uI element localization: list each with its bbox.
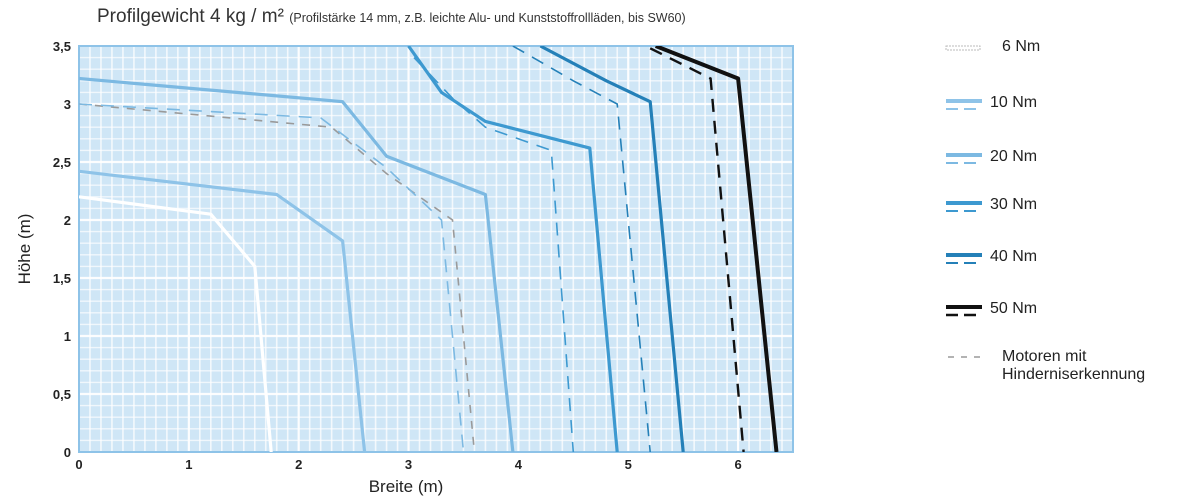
legend-label-50nm: 50 Nm (990, 300, 1038, 317)
y-tick-label: 2 (64, 213, 71, 228)
legend-label-6nm: 6 Nm (1002, 38, 1041, 55)
plot-area (79, 46, 793, 452)
y-tick-label: 3 (64, 97, 71, 112)
legend-item-10nm: 10 Nm (944, 94, 1180, 134)
x-tick-label: 1 (185, 457, 192, 472)
series-line-10-nm (79, 169, 367, 452)
chart-title: Profilgewicht 4 kg / m² (Profilstärke 14… (97, 6, 686, 28)
series-line-dashed-30-nm (413, 57, 575, 452)
x-tick-label: 0 (75, 457, 82, 472)
curves (79, 46, 779, 452)
x-tick-label: 5 (625, 457, 632, 472)
legend-swatch-30nm (946, 201, 982, 212)
y-tick-label: 0,5 (53, 387, 71, 402)
legend-swatch-20nm (946, 153, 982, 164)
series-line-30-nm (407, 46, 619, 452)
legend-item-40nm: 40 Nm (944, 248, 1180, 288)
x-tick-label: 4 (515, 457, 523, 472)
legend-item-6nm: 6 Nm (944, 38, 1180, 78)
legend-label-10nm: 10 Nm (990, 94, 1038, 111)
x-tick-label: 6 (734, 457, 741, 472)
x-axis-label: Breite (m) (369, 477, 444, 496)
legend-swatch-50nm (946, 305, 982, 317)
legend-label-30nm: 30 Nm (990, 196, 1038, 213)
series-line-dashed-50-nm (649, 47, 745, 452)
series-line-50-nm (654, 46, 779, 452)
plot-frame (78, 45, 794, 453)
chart-title-main: Profilgewicht 4 kg / m² (97, 6, 284, 27)
legend-label-obstacle: Motoren mit Hinderniserkennung (1002, 348, 1146, 383)
y-tick-label: 1 (64, 329, 71, 344)
legend-item-50nm: 50 Nm (944, 300, 1180, 340)
line-chart: 0 1 2 3 4 5 6 0 0,5 1 1,5 2 2,5 3 3,5 Breite (m) Höhe (m… (15, 39, 794, 496)
series-line-40-nm (539, 46, 685, 452)
series-line-20-nm (79, 76, 515, 452)
legend-item-20nm: 20 Nm (944, 148, 1180, 188)
y-tick-label: 1,5 (53, 271, 71, 286)
series-line-6-nm (79, 195, 273, 452)
x-tick-label: 2 (295, 457, 302, 472)
legend-label-20nm: 20 Nm (990, 148, 1038, 165)
y-tick-label: 2,5 (53, 155, 71, 170)
legend-swatch-40nm (946, 253, 982, 264)
legend-item-obstacle: Motoren mit Hinderniserkennung (944, 348, 1180, 398)
x-tick-label: 3 (405, 457, 412, 472)
chart-subtitle: (Profilstärke 14 mm, z.B. leichte Alu- u… (289, 11, 686, 25)
y-axis-label: Höhe (m) (15, 214, 34, 285)
series-line-obstacle-detection (79, 103, 476, 452)
series-line-dashed-20-nm (79, 103, 465, 452)
series-line-dashed-40-nm (512, 46, 651, 452)
y-tick-label: 0 (64, 445, 71, 460)
legend-swatch-obstacle (948, 356, 980, 358)
y-tick-label: 3,5 (53, 39, 71, 54)
legend-swatch-10nm (946, 99, 982, 110)
legend-label-40nm: 40 Nm (990, 248, 1038, 265)
legend-swatch-6nm (945, 45, 981, 51)
legend-item-30nm: 30 Nm (944, 196, 1180, 236)
